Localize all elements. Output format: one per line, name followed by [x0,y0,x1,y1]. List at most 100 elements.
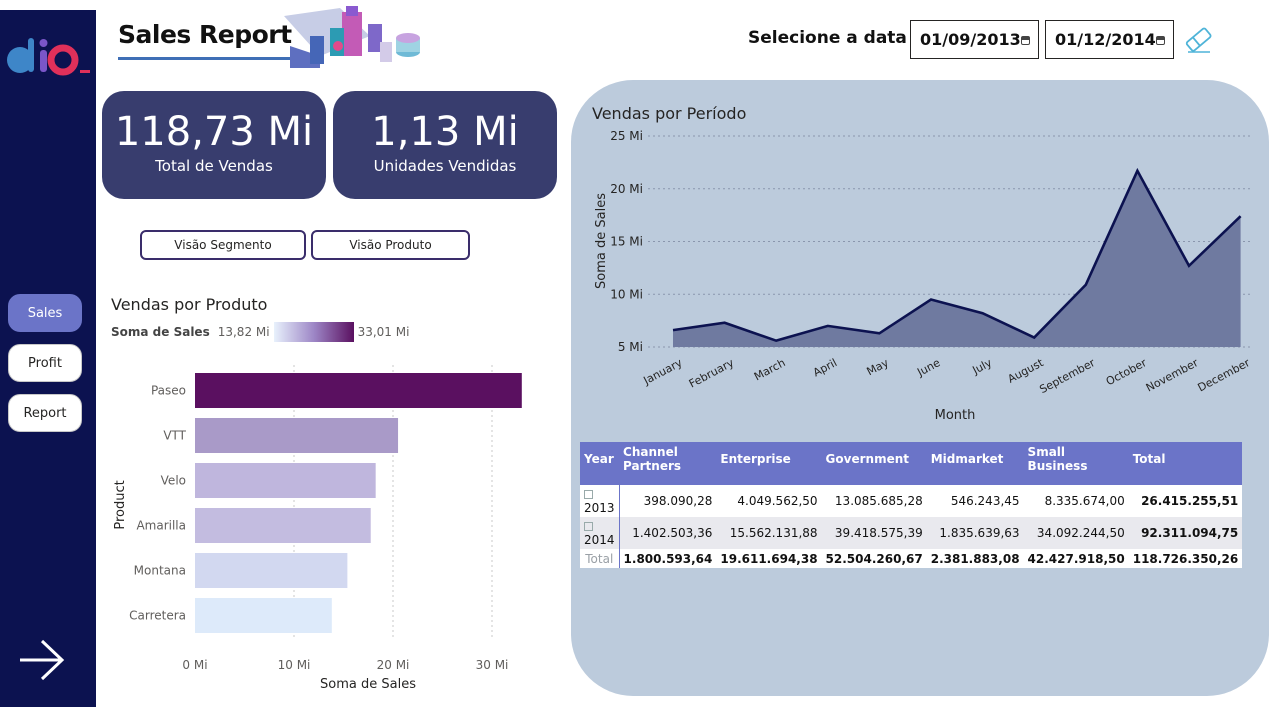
line-x-tick-label: May [865,356,892,378]
segment-view-button[interactable]: Visão Segmento [140,230,306,260]
line-point[interactable] [722,320,728,326]
bar-velo[interactable] [195,463,376,498]
line-point[interactable] [773,338,779,344]
matrix-header-cell[interactable]: Total [1128,442,1243,484]
kpi-units-sold-card: 1,13 Mi Unidades Vendidas [333,91,557,199]
line-x-tick-label: August [1006,356,1047,386]
line-point[interactable] [1238,213,1244,219]
line-y-tick-label: 20 Mi [610,182,643,196]
bar-amarilla[interactable] [195,508,371,543]
line-x-tick-label: December [1196,356,1253,394]
matrix-year-cell[interactable]: 2013 [580,483,620,517]
date-from-input[interactable]: 01/09/2013 [910,20,1039,59]
kpi-total-sales-label: Total de Vendas [155,157,273,175]
sales-by-period-area-chart: 5 Mi 10 Mi 15 Mi 20 Mi 25 Mi January February M… [594,129,1253,423]
matrix-header-cell[interactable]: Government [821,442,927,484]
line-x-tick-label: February [687,356,737,391]
matrix-cell: 13.085.685,28 [821,483,927,517]
line-point[interactable] [1031,335,1037,341]
line-x-axis-title: Month [935,408,976,423]
eraser-icon[interactable] [1184,25,1214,55]
bar-category-label: Montana [134,564,186,578]
legend-gradient [273,322,354,342]
line-point[interactable] [928,297,934,303]
arrow-right-icon[interactable] [18,638,66,682]
dio-logo [7,38,90,76]
calendar-icon[interactable] [1021,36,1030,45]
table-row: 2014 1.402.503,36 15.562.131,88 39.418.5… [580,517,1243,549]
matrix-cell: 15.562.131,88 [716,517,822,549]
bar-category-label: Paseo [151,384,186,398]
bar-chart-title: Vendas por Produto [111,295,268,314]
line-point[interactable] [1083,282,1089,288]
sales-by-product-bar-chart: 0 Mi 10 Mi 20 Mi 30 Mi Paseo VTT Velo Amarilla M… [113,365,522,692]
date-filter-label: Selecione a data [748,28,907,48]
title-underline [118,57,293,60]
line-chart-title: Vendas por Período [592,104,747,123]
matrix-cell-total: 92.311.094,75 [1128,517,1243,549]
kpi-units-sold-value: 1,13 Mi [371,109,519,155]
matrix-header-cell[interactable]: Year [580,442,620,484]
matrix-cell: 8.335.674,00 [1023,483,1129,517]
legend-min-label: 13,82 Mi [217,325,270,339]
bar-category-label: Velo [161,474,186,488]
bar-paseo[interactable] [195,373,522,408]
matrix-cell-total: 26.415.255,51 [1128,483,1243,517]
matrix-cell: 52.504.260,67 [821,549,927,568]
bar-carretera[interactable] [195,598,332,633]
bar-vtt[interactable] [195,418,399,453]
nav-sales-button[interactable]: Sales [8,294,82,332]
legend-title: Soma de Sales [111,325,210,339]
kpi-total-sales-card: 118,73 Mi Total de Vendas [102,91,326,199]
matrix-header-cell[interactable]: Channel Partners [619,442,717,484]
bar-category-label: Carretera [129,609,186,623]
line-point[interactable] [1134,168,1140,174]
line-y-axis-title: Soma de Sales [594,193,609,289]
kpi-units-sold-label: Unidades Vendidas [373,157,517,175]
nav-profit-button[interactable]: Profit [8,344,82,382]
date-to-value: 01/12/2014 [1055,30,1156,49]
matrix-year-cell[interactable]: 2014 [580,517,620,549]
line-point[interactable] [825,323,831,329]
matrix-header-row: Year Channel Partners Enterprise Governm… [580,442,1243,484]
line-point[interactable] [980,310,986,316]
bar-montana[interactable] [195,553,348,588]
matrix-cell: 42.427.918,50 [1023,549,1129,568]
matrix-header-cell[interactable]: Midmarket [926,442,1024,484]
bar-chart-legend: Soma de Sales 13,82 Mi 33,01 Mi [111,322,409,342]
bar-x-tick-label: 30 Mi [476,658,509,672]
line-point[interactable] [876,330,882,336]
line-x-tick-label: July [970,356,995,377]
line-point[interactable] [1186,263,1192,269]
matrix-header-cell[interactable]: Small Business [1023,442,1129,484]
matrix-cell: 39.418.575,39 [821,517,927,549]
year-label: 2014 [584,533,615,547]
sales-line[interactable] [672,167,1242,343]
matrix-cell: 398.090,28 [619,483,717,517]
line-y-tick-label: 5 Mi [618,340,643,354]
matrix-header-cell[interactable]: Enterprise [716,442,822,484]
sales-area-fill [673,170,1241,347]
line-x-tick-label: March [752,356,788,383]
calendar-icon[interactable] [1156,36,1165,45]
date-to-input[interactable]: 01/12/2014 [1045,20,1174,59]
bar-y-axis-title: Product [113,480,128,529]
expand-icon[interactable] [584,490,593,499]
line-x-tick-label: January [641,356,685,388]
legend-max-label: 33,01 Mi [357,325,410,339]
bar-x-tick-label: 0 Mi [182,658,207,672]
bar-category-label: Amarilla [136,519,186,533]
line-point[interactable] [670,327,676,333]
line-y-tick-label: 15 Mi [610,235,643,249]
line-y-tick-label: 25 Mi [610,129,643,143]
nav-report-button[interactable]: Report [8,394,82,432]
isometric-analytics-illustration [284,6,420,68]
matrix-cell: 546.243,45 [926,483,1024,517]
line-x-tick-label: October [1104,356,1149,388]
line-x-tick-label: November [1144,356,1201,395]
product-view-button[interactable]: Visão Produto [311,230,470,260]
matrix-cell: 4.049.562,50 [716,483,822,517]
page-title: Sales Report [118,20,292,49]
expand-icon[interactable] [584,522,593,531]
year-label: 2013 [584,501,615,515]
